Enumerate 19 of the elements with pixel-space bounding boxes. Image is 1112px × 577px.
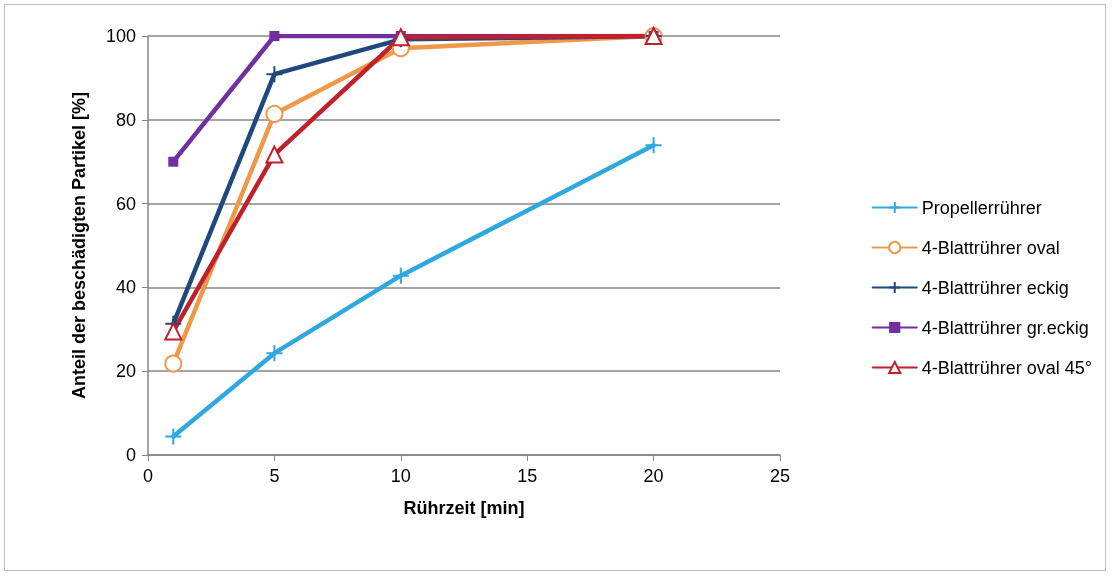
y-tick-label: 80: [115, 109, 136, 130]
y-tick-label: 20: [115, 361, 136, 382]
y-tick-label: 40: [115, 277, 136, 298]
legend-label: Propellerrührer: [921, 197, 1042, 218]
x-axis-title: Rührzeit [min]: [403, 498, 525, 518]
legend-label: 4-Blattrührer oval: [921, 237, 1060, 258]
y-axis-title: Anteil der beschädigten Partikel [%]: [69, 91, 89, 400]
y-tick-label: 100: [105, 26, 136, 46]
x-tick-label: 10: [390, 466, 411, 486]
x-tick-label: 25: [769, 466, 791, 486]
legend-label: 4-Blattrührer gr.eckig: [921, 317, 1089, 338]
legend-label: 4-Blattrührer eckig: [921, 277, 1069, 298]
x-tick-label: 15: [517, 466, 538, 486]
x-tick-label: 5: [269, 466, 280, 486]
x-tick-label: 20: [643, 466, 664, 486]
x-tick-label: 0: [142, 466, 154, 486]
y-tick-label: 60: [115, 193, 136, 214]
y-tick-label: 0: [125, 445, 136, 465]
legend-label: 4-Blattrührer oval 45°: [921, 357, 1092, 378]
